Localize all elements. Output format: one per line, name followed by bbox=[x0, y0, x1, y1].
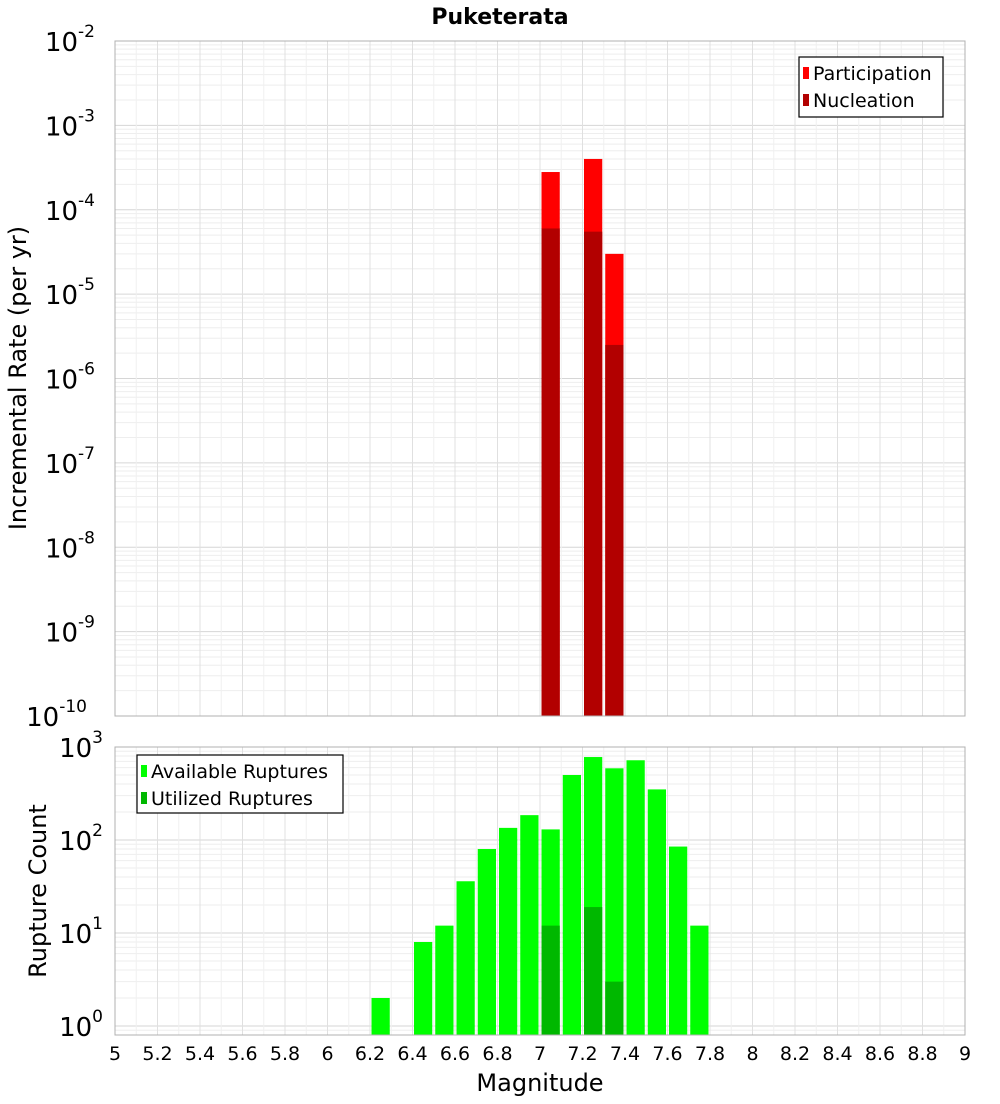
bottom-y-axis-label: Rupture Count bbox=[24, 804, 52, 978]
bottom-y-tick-label: 101 bbox=[59, 914, 103, 950]
bottom-bar-available-ruptures bbox=[477, 849, 496, 1035]
bottom-bar-available-ruptures bbox=[520, 815, 539, 1035]
chart-title: Puketerata bbox=[431, 5, 568, 30]
x-tick-label: 9 bbox=[959, 1043, 971, 1065]
top-y-tick-label: 10-6 bbox=[45, 360, 95, 396]
bottom-bar-available-ruptures bbox=[669, 846, 688, 1035]
bottom-legend-box bbox=[136, 754, 344, 814]
bottom-bar-available-ruptures bbox=[414, 942, 433, 1035]
x-tick-label: 7 bbox=[534, 1043, 546, 1065]
x-tick-label: 6 bbox=[321, 1043, 333, 1065]
x-tick-label: 5.4 bbox=[185, 1043, 215, 1065]
x-tick-label: 6.4 bbox=[397, 1043, 427, 1065]
x-axis-label: Magnitude bbox=[476, 1069, 603, 1097]
top-y-tick-label: 10-9 bbox=[45, 613, 95, 649]
top-bar-nucleation bbox=[584, 231, 603, 716]
x-tick-label: 5.6 bbox=[227, 1043, 257, 1065]
bottom-bar-available-ruptures bbox=[626, 760, 645, 1035]
x-tick-label: 7.8 bbox=[695, 1043, 725, 1065]
bottom-legend-swatch bbox=[141, 792, 147, 804]
top-plot: 10-10 10-9 10-8 10-7 10-6 10-5 10-4 10-3 10-2 Par… bbox=[26, 22, 966, 733]
bottom-legend-label: Utilized Ruptures bbox=[151, 788, 313, 810]
bottom-bar-available-ruptures bbox=[499, 827, 518, 1035]
x-tick-label: 8 bbox=[746, 1043, 758, 1065]
top-y-tick-label: 10-5 bbox=[45, 275, 95, 311]
bottom-bar-utilized-ruptures bbox=[541, 925, 560, 1035]
x-tick-label: 5.2 bbox=[142, 1043, 172, 1065]
x-tick-label: 8.8 bbox=[907, 1043, 937, 1065]
top-legend-box bbox=[798, 56, 944, 118]
top-y-axis-label: Incremental Rate (per yr) bbox=[4, 226, 32, 530]
top-y-tick-label: 10-10 bbox=[26, 697, 87, 733]
x-tick-label: 6.8 bbox=[482, 1043, 512, 1065]
top-y-tick-label: 10-8 bbox=[45, 528, 95, 564]
top-y-tick-label: 10-2 bbox=[45, 22, 95, 58]
bottom-bar-available-ruptures bbox=[690, 925, 709, 1035]
x-tick-label: 7.6 bbox=[652, 1043, 682, 1065]
top-y-tick-label: 10-7 bbox=[45, 444, 95, 480]
bottom-plot-border bbox=[114, 746, 966, 1036]
bottom-bar-utilized-ruptures bbox=[584, 907, 603, 1035]
bottom-bar-available-ruptures bbox=[371, 997, 390, 1035]
bottom-bar-available-ruptures bbox=[435, 925, 454, 1035]
bottom-bar-available-ruptures bbox=[647, 789, 666, 1035]
top-legend-swatch bbox=[803, 67, 809, 79]
bottom-legend-label: Available Ruptures bbox=[151, 761, 328, 783]
x-tick-label: 8.2 bbox=[780, 1043, 810, 1065]
x-tick-label: 8.4 bbox=[822, 1043, 852, 1065]
bottom-y-tick-label: 103 bbox=[59, 728, 103, 764]
x-tick-label: 6.6 bbox=[440, 1043, 470, 1065]
top-bar-nucleation bbox=[605, 344, 624, 716]
bottom-bar-available-ruptures bbox=[562, 774, 581, 1035]
bottom-legend-swatch bbox=[141, 765, 147, 777]
top-y-tick-label: 10-3 bbox=[45, 106, 95, 142]
x-tick-label: 8.6 bbox=[865, 1043, 895, 1065]
top-legend-swatch bbox=[803, 94, 809, 106]
bottom-bar-available-ruptures bbox=[605, 768, 624, 1035]
top-legend-label: Participation bbox=[813, 63, 932, 85]
x-tick-label: 7.2 bbox=[567, 1043, 597, 1065]
x-tick-label: 7.4 bbox=[610, 1043, 640, 1065]
top-plot-border bbox=[114, 40, 966, 717]
x-tick-label: 5 bbox=[109, 1043, 121, 1065]
x-tick-label: 5.8 bbox=[270, 1043, 300, 1065]
bottom-y-tick-label: 102 bbox=[59, 821, 103, 857]
x-tick-label: 6.2 bbox=[355, 1043, 385, 1065]
top-legend-label: Nucleation bbox=[813, 90, 915, 112]
top-bar-nucleation bbox=[541, 228, 560, 716]
top-y-tick-label: 10-4 bbox=[45, 191, 95, 227]
bottom-bar-available-ruptures bbox=[456, 881, 475, 1035]
bottom-y-tick-label: 100 bbox=[59, 1007, 103, 1043]
bottom-bar-utilized-ruptures bbox=[605, 981, 624, 1035]
